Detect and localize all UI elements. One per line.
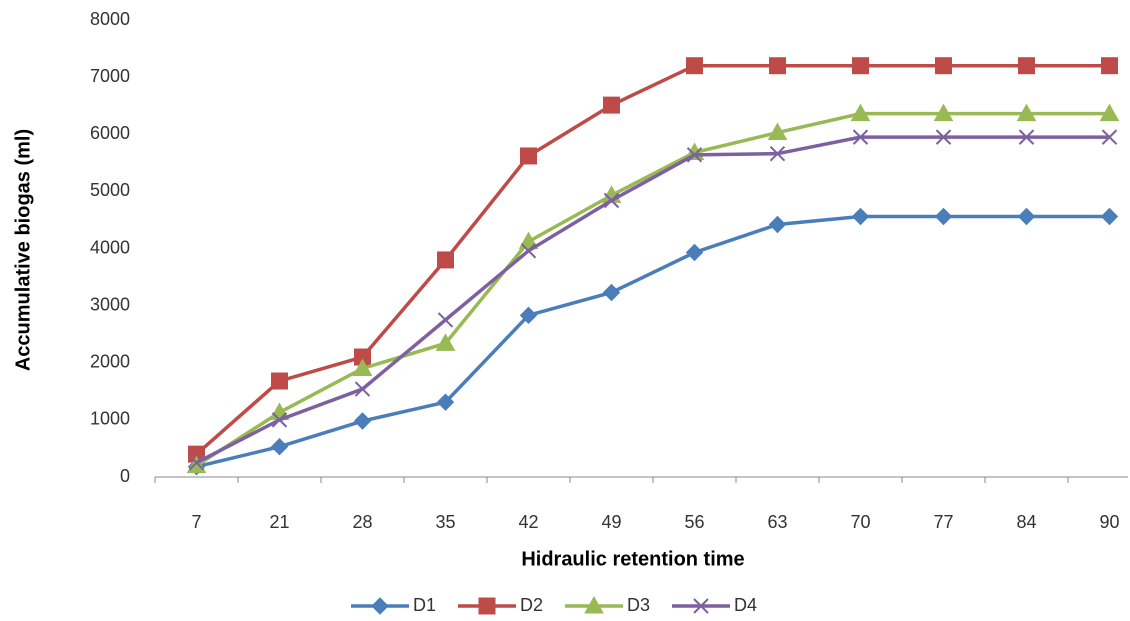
x-tick-label: 56 [684,512,704,532]
x-tick-label: 63 [767,512,787,532]
series-line [195,135,1110,465]
marker [850,103,871,122]
marker [437,251,454,269]
marker [1101,57,1118,75]
marker [435,333,456,351]
x-tick-label: 70 [850,512,870,532]
marker [935,57,952,75]
marker [371,597,389,615]
marker [437,312,454,328]
series [187,207,1119,476]
marker [767,122,788,141]
y-tick-label: 0 [120,466,130,486]
series [186,103,1120,474]
x-tick-label: 35 [435,512,455,532]
legend-label: D2 [520,595,543,615]
legend-label: D3 [627,595,650,615]
marker [851,207,870,226]
y-tick-label: 7000 [90,66,130,86]
x-axis-title: Hidraulic retention time [521,548,744,570]
legend-label: D1 [413,595,436,615]
marker [520,243,537,259]
marker [519,306,538,325]
series-line [195,111,1110,468]
marker [1101,129,1118,145]
marker [686,147,703,163]
x-tick-label: 7 [191,512,201,532]
marker [935,129,952,145]
marker [1018,129,1035,145]
y-tick-label: 1000 [90,409,130,429]
marker [353,412,372,430]
marker [478,597,496,615]
y-tick-label: 2000 [90,352,130,372]
x-tick-label: 84 [1016,512,1036,532]
y-tick-label: 4000 [90,237,130,257]
marker [271,412,288,428]
marker [693,598,709,614]
y-tick-label: 3000 [90,294,130,314]
marker [1099,103,1120,122]
marker [584,595,604,614]
x-tick-label: 28 [352,512,372,532]
marker [768,215,787,234]
x-tick-label: 21 [269,512,289,532]
series [188,129,1118,471]
marker [436,393,455,411]
legend-label: D4 [734,595,757,615]
marker [603,192,620,209]
marker [520,147,537,165]
marker [934,207,953,226]
marker [1100,207,1119,226]
marker [188,455,205,471]
x-tick-label: 90 [1099,512,1119,532]
y-tick-label: 5000 [90,180,130,200]
marker [686,57,703,75]
series-line [196,214,1110,469]
x-tick-label: 42 [518,512,538,532]
y-axis-title: Accumulative biogas (ml) [12,129,34,371]
y-tick-label: 8000 [90,9,130,29]
marker [271,372,288,390]
series-line [195,63,1110,456]
marker [933,103,954,122]
marker [354,381,371,397]
x-tick-label: 49 [601,512,621,532]
marker [852,129,869,145]
marker [270,438,289,456]
marker [352,358,373,376]
marker [1017,207,1036,226]
y-tick-label: 6000 [90,123,130,143]
series [188,57,1118,463]
x-tick-label: 77 [933,512,953,532]
marker [852,57,869,75]
marker [603,96,620,114]
marker [1018,57,1035,75]
marker [1016,103,1037,122]
marker [685,243,704,262]
marker [602,283,621,302]
marker [769,57,786,75]
marker [769,145,786,162]
marker [518,231,539,250]
